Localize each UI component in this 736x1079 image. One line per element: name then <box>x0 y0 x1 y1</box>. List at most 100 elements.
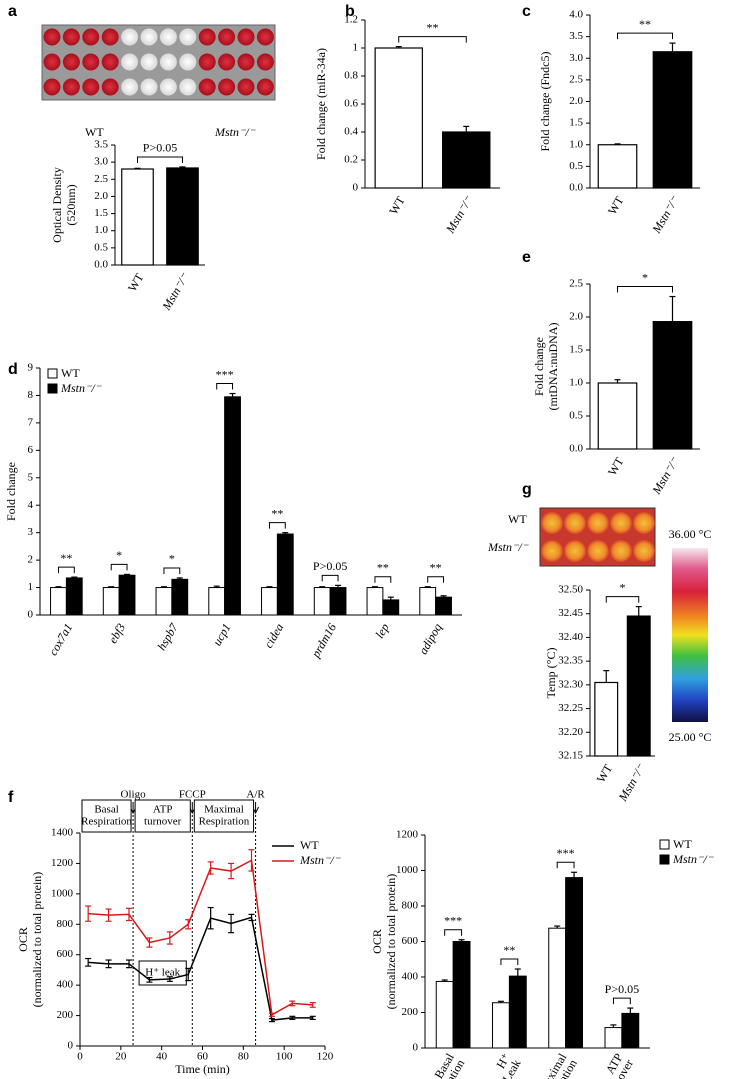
phase-box <box>193 799 255 833</box>
x-tick-label: hspb7 <box>154 620 181 653</box>
well <box>121 28 139 46</box>
significance-bracket <box>268 522 286 529</box>
y-tick-label: 1.5 <box>94 207 108 219</box>
legend-swatch <box>659 839 670 850</box>
y-tick-label: 32.15 <box>558 750 583 762</box>
y-tick-label: 1.5 <box>569 344 583 356</box>
significance-label: ** <box>427 20 439 34</box>
thermal-well <box>541 540 563 562</box>
significance-bracket <box>617 32 673 40</box>
image-label: Mstn⁻/⁻ <box>487 540 530 554</box>
x-tick-label: 60 <box>197 1051 209 1063</box>
y-tick-label: 1000 <box>396 864 419 876</box>
bar <box>621 1012 640 1049</box>
thermal-well <box>564 512 586 534</box>
y-axis-label: OCR <box>370 929 384 954</box>
bar <box>329 587 347 616</box>
significance-bracket <box>321 574 339 582</box>
x-tick-label: Mstn⁻/⁻ <box>649 192 682 236</box>
y-tick-label: 400 <box>402 971 419 983</box>
well <box>218 78 236 96</box>
y-axis-label: (normalized to total protein) <box>30 872 44 1008</box>
bar <box>594 681 619 757</box>
bar <box>366 587 384 616</box>
well <box>159 53 177 71</box>
x-tick-label: ucp1 <box>210 621 234 648</box>
significance-bracket <box>57 566 75 574</box>
phase-box <box>134 799 191 833</box>
bar <box>597 144 638 189</box>
y-tick-label: 1.0 <box>569 138 583 150</box>
y-tick-label: 400 <box>57 979 74 991</box>
y-tick-label: 6 <box>28 444 34 456</box>
legend-label: Mstn⁻/⁻ <box>299 853 342 867</box>
y-tick-label: 800 <box>402 900 419 912</box>
well <box>140 28 158 46</box>
y-axis-label: Fold change (miR-34a) <box>314 48 328 160</box>
well <box>198 78 216 96</box>
significance-label: * <box>116 548 122 562</box>
x-tick-label: Mstn⁻/⁻ <box>615 760 648 804</box>
well <box>179 28 197 46</box>
y-tick-label: 0.5 <box>569 410 583 422</box>
bar <box>374 47 423 189</box>
bar <box>171 578 189 616</box>
bar <box>261 587 278 616</box>
y-tick-label: 0.6 <box>344 98 358 110</box>
well <box>256 28 274 46</box>
y-tick-label: 1.0 <box>569 377 583 389</box>
y-axis-label: (520nm) <box>64 184 78 225</box>
well <box>179 78 197 96</box>
bar <box>435 980 454 1049</box>
phase-label: turnover <box>144 816 182 828</box>
y-tick-label: 8 <box>28 389 34 401</box>
y-axis-label: Fold change <box>4 462 18 521</box>
image-label: WT <box>85 125 104 139</box>
y-tick-label: 0 <box>413 1042 419 1054</box>
significance-bracket <box>427 576 445 583</box>
bar <box>208 587 226 616</box>
y-tick-label: 3.5 <box>94 139 108 151</box>
well <box>62 28 80 46</box>
x-tick-label: 0 <box>77 1051 83 1063</box>
x-tick-label: WT <box>605 454 627 478</box>
y-tick-label: 0 <box>28 609 34 621</box>
significance-label: ** <box>430 560 442 574</box>
y-tick-label: 3.0 <box>569 52 583 64</box>
thermal-well <box>633 512 655 534</box>
bar <box>435 596 452 616</box>
series-line <box>88 916 313 1021</box>
well <box>62 78 80 96</box>
well <box>237 28 255 46</box>
x-tick-label: WT <box>386 193 408 217</box>
y-tick-label: 32.40 <box>558 631 583 643</box>
y-tick-label: 32.35 <box>558 655 583 667</box>
bar <box>224 396 241 616</box>
well <box>43 53 61 71</box>
bar <box>166 167 199 266</box>
x-tick-label: cidea <box>261 621 286 651</box>
plate-image <box>41 24 276 101</box>
y-tick-label: 1200 <box>396 829 419 841</box>
y-tick-label: 32.45 <box>558 607 583 619</box>
panel-letter: e <box>522 249 531 266</box>
x-tick-label: prdm16 <box>308 621 339 661</box>
bar <box>313 587 331 616</box>
y-tick-label: 0.5 <box>569 160 583 172</box>
well <box>140 53 158 71</box>
colorbar-label: 25.00 °C <box>669 730 712 744</box>
x-axis-label: Time (min) <box>175 1062 230 1076</box>
x-tick-label: Mstn⁻/⁻ <box>159 269 192 313</box>
phase-label: Respiration <box>81 816 132 828</box>
phase-label: Basal <box>94 804 118 816</box>
y-axis-label: (normalized to total protein) <box>384 874 398 1010</box>
y-axis-label: Fold change (Fndc5) <box>538 52 552 152</box>
y-tick-label: 1400 <box>51 827 74 839</box>
y-axis-label: Temp (°C) <box>544 648 558 699</box>
y-tick-label: 200 <box>402 1006 419 1018</box>
panel-letter: d <box>8 361 18 378</box>
y-axis-label: Optical Density <box>50 167 64 243</box>
bar <box>102 587 120 616</box>
y-tick-label: 32.30 <box>558 678 583 690</box>
